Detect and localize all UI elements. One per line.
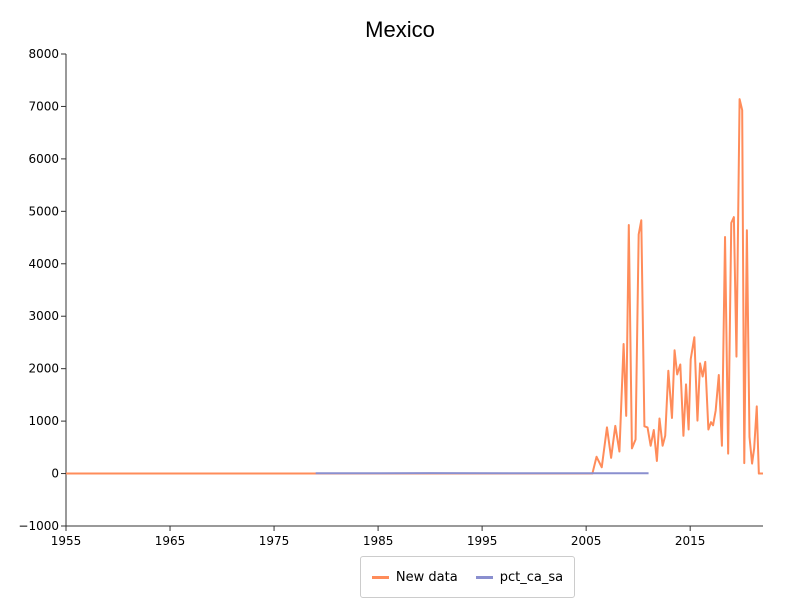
legend-label-pct-ca-sa: pct_ca_sa [499, 569, 564, 585]
x-tick-label: 2005 [571, 534, 602, 548]
legend-label-new-data: New data [395, 569, 458, 585]
legend-swatch-new-data [371, 575, 389, 579]
legend-item-new-data[interactable]: New data [371, 569, 458, 585]
y-tick-label: 1000 [28, 414, 59, 428]
axes [65, 54, 763, 527]
x-tick-label: 1965 [155, 534, 186, 548]
y-tick-label: −1000 [18, 519, 59, 533]
x-tick-label: 2015 [675, 534, 706, 548]
y-tick-label: 5000 [28, 204, 59, 218]
y-tick-label: 7000 [28, 99, 59, 113]
x-tick-label: 1985 [363, 534, 394, 548]
x-tick-label: 1995 [467, 534, 498, 548]
y-tick-label: 3000 [28, 309, 59, 323]
legend-item-pct-ca-sa[interactable]: pct_ca_sa [475, 569, 564, 585]
y-axis-ticks: 8000 7000 6000 5000 4000 3000 2000 1000 0 −1000 [18, 47, 66, 533]
y-tick-label: 6000 [28, 152, 59, 166]
y-tick-label: 0 [51, 467, 59, 481]
x-tick-label: 1975 [259, 534, 290, 548]
x-axis-ticks: 1955 1965 1975 1985 1995 2005 2015 [51, 526, 706, 548]
y-tick-label: 8000 [28, 47, 59, 61]
series-line-new-data [66, 98, 763, 475]
y-tick-label: 4000 [28, 257, 59, 271]
y-tick-label: 2000 [28, 362, 59, 376]
legend-swatch-pct-ca-sa [475, 575, 493, 579]
x-tick-label: 1955 [51, 534, 82, 548]
legend: New data pct_ca_sa [360, 556, 575, 598]
series-layer [66, 98, 763, 475]
chart-title: Mexico [365, 17, 435, 42]
